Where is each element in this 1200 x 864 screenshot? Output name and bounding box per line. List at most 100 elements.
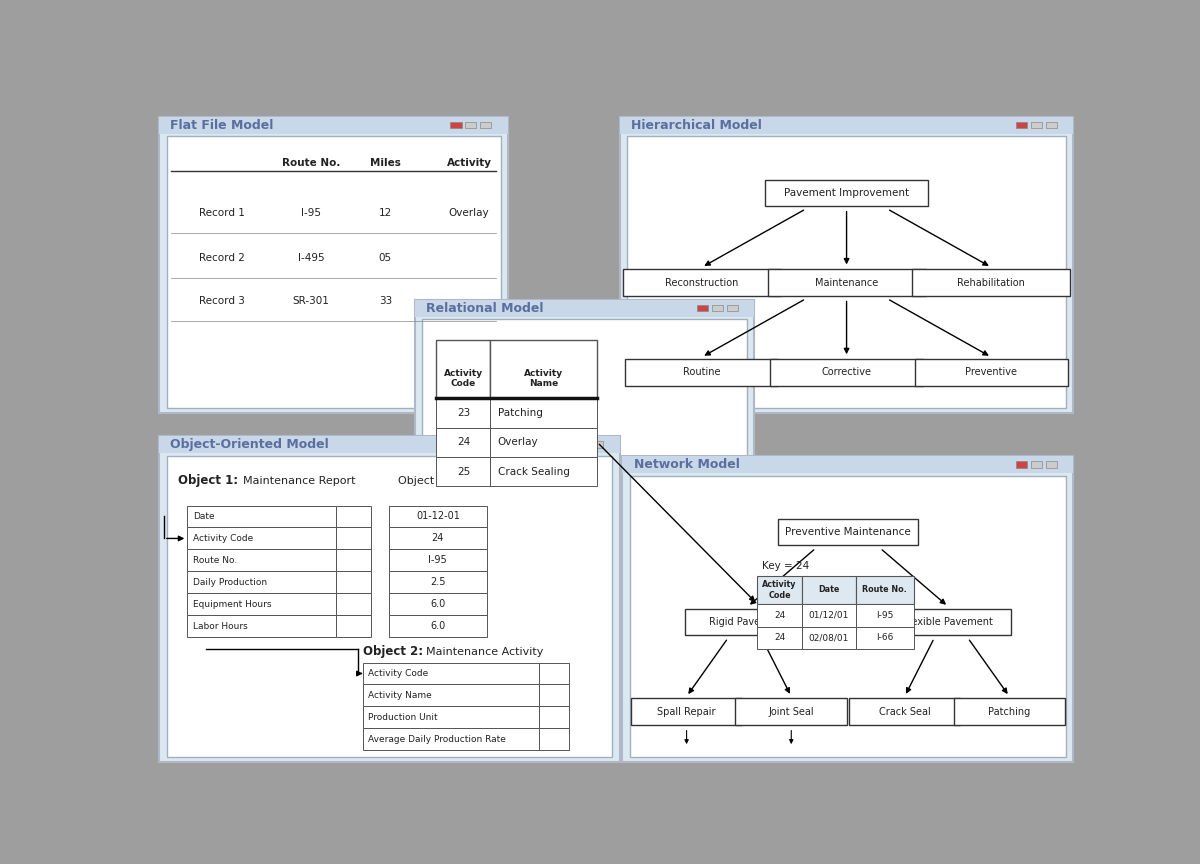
Text: 24: 24 [774,633,785,643]
FancyBboxPatch shape [540,684,569,707]
FancyBboxPatch shape [362,684,540,707]
FancyBboxPatch shape [187,550,336,571]
Text: I-66: I-66 [876,633,893,643]
FancyBboxPatch shape [437,340,491,398]
Text: 01/12/01: 01/12/01 [809,611,850,619]
Text: Activity
Code: Activity Code [444,369,482,388]
FancyBboxPatch shape [362,663,540,684]
FancyBboxPatch shape [540,728,569,750]
Text: Activity Code: Activity Code [193,534,253,543]
FancyBboxPatch shape [450,122,462,129]
FancyBboxPatch shape [1016,461,1027,467]
Text: Activity: Activity [446,158,492,168]
Text: 6.0: 6.0 [431,600,445,609]
FancyBboxPatch shape [577,442,588,448]
Text: Spall Repair: Spall Repair [658,707,716,717]
FancyBboxPatch shape [187,571,336,594]
FancyBboxPatch shape [540,707,569,728]
Text: Route No.: Route No. [863,586,907,594]
FancyBboxPatch shape [390,527,487,550]
Text: Route No.: Route No. [282,158,340,168]
Text: Object 1:: Object 1: [178,474,238,487]
Text: Key = 24: Key = 24 [762,561,809,571]
FancyBboxPatch shape [1031,122,1042,129]
Text: Date: Date [818,586,840,594]
Text: Joint Seal: Joint Seal [768,707,814,717]
Text: 2.5: 2.5 [430,577,445,588]
Text: Routine: Routine [683,367,720,378]
Text: Object 2:: Object 2: [362,645,422,658]
Text: Preventive: Preventive [966,367,1018,378]
FancyBboxPatch shape [630,475,1066,757]
Text: Reconstruction: Reconstruction [665,277,738,288]
Text: I-95: I-95 [301,208,320,219]
Text: 23: 23 [457,408,470,418]
Text: Pavement Improvement: Pavement Improvement [784,187,910,198]
Text: Crack Sealing: Crack Sealing [498,467,570,477]
FancyBboxPatch shape [187,615,336,638]
FancyBboxPatch shape [886,608,1012,635]
Text: Patching: Patching [989,707,1031,717]
Text: Record 2: Record 2 [199,253,245,263]
FancyBboxPatch shape [685,608,810,635]
FancyBboxPatch shape [802,576,856,604]
FancyBboxPatch shape [491,457,598,486]
FancyBboxPatch shape [422,319,748,571]
Text: Hierarchical Model: Hierarchical Model [631,119,762,132]
FancyBboxPatch shape [390,550,487,571]
Text: Flexible Pavement: Flexible Pavement [904,617,994,627]
Text: 05: 05 [379,253,392,263]
FancyBboxPatch shape [167,455,612,757]
FancyBboxPatch shape [757,576,802,604]
FancyBboxPatch shape [336,594,371,615]
Text: 24: 24 [774,611,785,619]
FancyBboxPatch shape [390,615,487,638]
Text: Activity
Code: Activity Code [762,581,797,600]
Text: Miles: Miles [370,158,401,168]
FancyBboxPatch shape [802,604,856,626]
Text: SR-301: SR-301 [293,296,329,306]
FancyBboxPatch shape [390,594,487,615]
Text: Overlay: Overlay [449,208,490,219]
FancyBboxPatch shape [362,728,540,750]
FancyBboxPatch shape [160,117,508,134]
FancyBboxPatch shape [336,505,371,527]
FancyBboxPatch shape [437,398,491,428]
Text: 25: 25 [457,467,470,477]
FancyBboxPatch shape [625,359,779,385]
FancyBboxPatch shape [167,137,500,408]
FancyBboxPatch shape [415,300,755,576]
FancyBboxPatch shape [160,117,508,413]
FancyBboxPatch shape [757,626,802,649]
Text: Labor Hours: Labor Hours [193,622,247,631]
FancyBboxPatch shape [437,457,491,486]
FancyBboxPatch shape [914,359,1068,385]
FancyBboxPatch shape [770,359,923,385]
Text: 24: 24 [432,533,444,543]
FancyBboxPatch shape [954,698,1066,725]
FancyBboxPatch shape [1045,122,1057,129]
FancyBboxPatch shape [856,576,913,604]
FancyBboxPatch shape [437,428,491,457]
Text: Production Unit: Production Unit [368,713,438,722]
FancyBboxPatch shape [802,626,856,649]
FancyBboxPatch shape [757,604,802,626]
FancyBboxPatch shape [187,594,336,615]
Text: Object-Oriented Model: Object-Oriented Model [170,438,329,451]
Text: I-95: I-95 [428,556,448,565]
FancyBboxPatch shape [631,698,743,725]
FancyBboxPatch shape [466,122,476,129]
FancyBboxPatch shape [592,442,602,448]
FancyBboxPatch shape [619,117,1074,134]
FancyBboxPatch shape [540,663,569,684]
FancyBboxPatch shape [766,180,928,206]
Text: Record 1: Record 1 [199,208,245,219]
Text: 33: 33 [379,296,392,306]
FancyBboxPatch shape [362,707,540,728]
FancyBboxPatch shape [336,571,371,594]
FancyBboxPatch shape [187,527,336,550]
Text: I-95: I-95 [876,611,893,619]
FancyBboxPatch shape [623,456,1074,473]
FancyBboxPatch shape [336,550,371,571]
FancyBboxPatch shape [336,527,371,550]
